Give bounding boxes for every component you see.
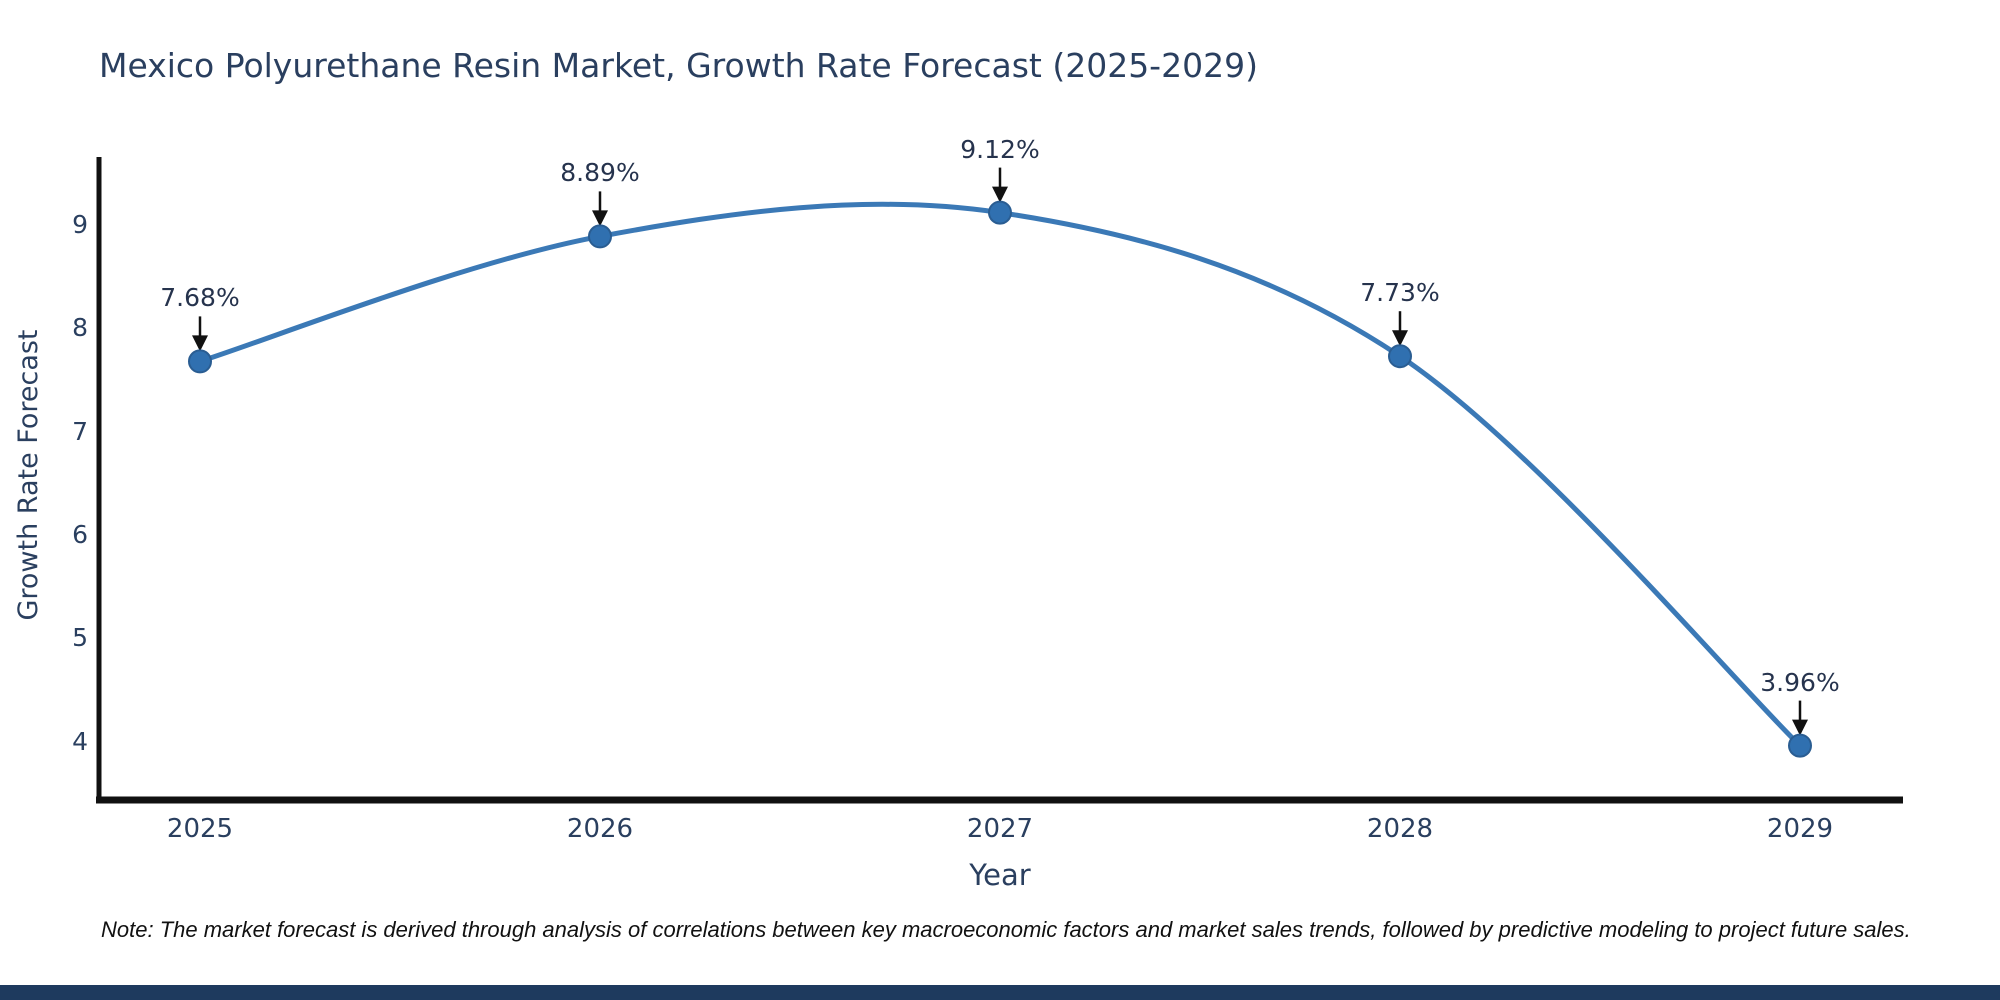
data-point-markers [188,200,1812,758]
annotation-arrow-head [992,186,1008,203]
chart-title: Mexico Polyurethane Resin Market, Growth… [99,46,1258,85]
data-point-marker[interactable] [588,224,612,249]
x-tick-label: 2029 [1766,814,1834,844]
x-tick-label: 2026 [566,814,634,844]
data-point-marker[interactable] [1388,344,1412,369]
y-tick-label: 8 [72,313,88,342]
footnote: Note: The market forecast is derived thr… [101,917,1911,942]
annotation-label: 8.89% [560,158,640,187]
annotation-label: 9.12% [960,135,1040,164]
annotation-arrows [192,167,1808,736]
y-tick-label: 7 [72,417,88,446]
data-point-marker[interactable] [1788,733,1812,758]
data-point-marker[interactable] [988,200,1012,225]
y-tick-label: 6 [72,520,88,549]
x-axis-title: Year [969,858,1031,892]
y-tick-label: 4 [72,727,88,756]
x-tick-label: 2027 [966,814,1034,844]
x-tick-label: 2028 [1366,814,1434,844]
trend-line [197,201,1803,749]
annotation-label: 7.68% [160,283,240,312]
y-tick-label: 5 [72,623,88,652]
annotation-arrow-head [592,210,608,227]
annotation-arrow-head [1392,330,1408,347]
annotation-label: 7.73% [1360,278,1440,307]
data-point-marker[interactable] [188,349,212,374]
annotation-label: 3.96% [1760,668,1840,697]
annotation-arrow-head [192,335,208,352]
y-tick-label: 9 [72,210,88,239]
x-tick-label: 2025 [166,814,234,844]
annotation-arrow-head [1792,719,1808,736]
footer-bar [0,985,2000,1000]
